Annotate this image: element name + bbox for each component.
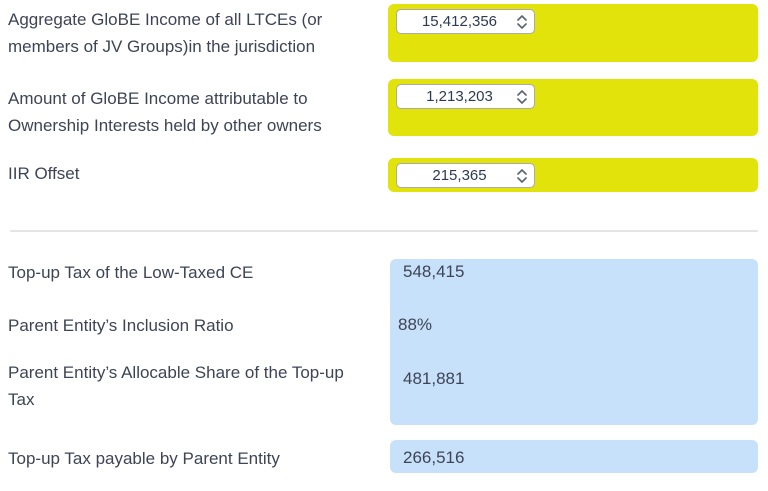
label-income-other-owners: Amount of GloBE Income attributable to O… [8, 85, 382, 139]
label-line: Parent Entity’s Inclusion Ratio [8, 316, 234, 335]
other-owners-input-wrap [396, 84, 535, 109]
input-highlight-block-other-owners [388, 79, 758, 136]
label-line: members of JV Groups)in the jurisdiction [8, 37, 316, 56]
iir-offset-input-wrap [396, 163, 535, 188]
output-highlight-block-payable [390, 440, 758, 473]
label-line: Top-up Tax payable by Parent Entity [8, 449, 280, 468]
label-line: Aggregate GloBE Income of all LTCEs (or [8, 10, 323, 29]
stepper-up-icon[interactable] [517, 14, 527, 21]
label-line: Top-up Tax of the Low-Taxed CE [8, 263, 254, 282]
stepper-up-icon[interactable] [517, 89, 527, 96]
stepper-down-icon[interactable] [517, 176, 527, 183]
label-topup-tax-payable: Top-up Tax payable by Parent Entity [8, 445, 382, 472]
input-highlight-block-aggregate-income [388, 4, 758, 62]
label-line: Amount of GloBE Income attributable to [8, 89, 308, 108]
output-highlight-block-results [390, 259, 758, 425]
aggregate-income-input[interactable] [405, 13, 514, 30]
iir-offset-input[interactable] [405, 167, 514, 184]
stepper-up-icon[interactable] [517, 168, 527, 175]
value-topup-tax-low-taxed-ce: 548,415 [403, 262, 465, 281]
aggregate-income-input-wrap [396, 9, 535, 34]
label-line: IIR Offset [8, 164, 80, 183]
label-aggregate-globe-income: Aggregate GloBE Income of all LTCEs (or … [8, 6, 382, 60]
value-allocable-share: 481,881 [403, 369, 465, 388]
label-line: Parent Entity’s Allocable Share of the T… [8, 363, 344, 382]
label-line: Ownership Interests held by other owners [8, 116, 322, 135]
value-inclusion-ratio: 88% [398, 315, 433, 334]
label-line: Tax [8, 390, 35, 409]
number-stepper[interactable] [517, 168, 527, 183]
stepper-down-icon[interactable] [517, 22, 527, 29]
other-owners-input[interactable] [405, 88, 514, 105]
value-topup-tax-payable: 266,516 [403, 448, 465, 467]
number-stepper[interactable] [517, 14, 527, 29]
stepper-down-icon[interactable] [517, 97, 527, 104]
label-inclusion-ratio: Parent Entity’s Inclusion Ratio [8, 312, 382, 339]
label-iir-offset: IIR Offset [8, 160, 382, 187]
label-allocable-share: Parent Entity’s Allocable Share of the T… [8, 359, 382, 413]
label-topup-tax-low-taxed-ce: Top-up Tax of the Low-Taxed CE [8, 259, 382, 286]
number-stepper[interactable] [517, 89, 527, 104]
section-divider [10, 230, 758, 232]
input-highlight-block-iir-offset [388, 158, 758, 192]
